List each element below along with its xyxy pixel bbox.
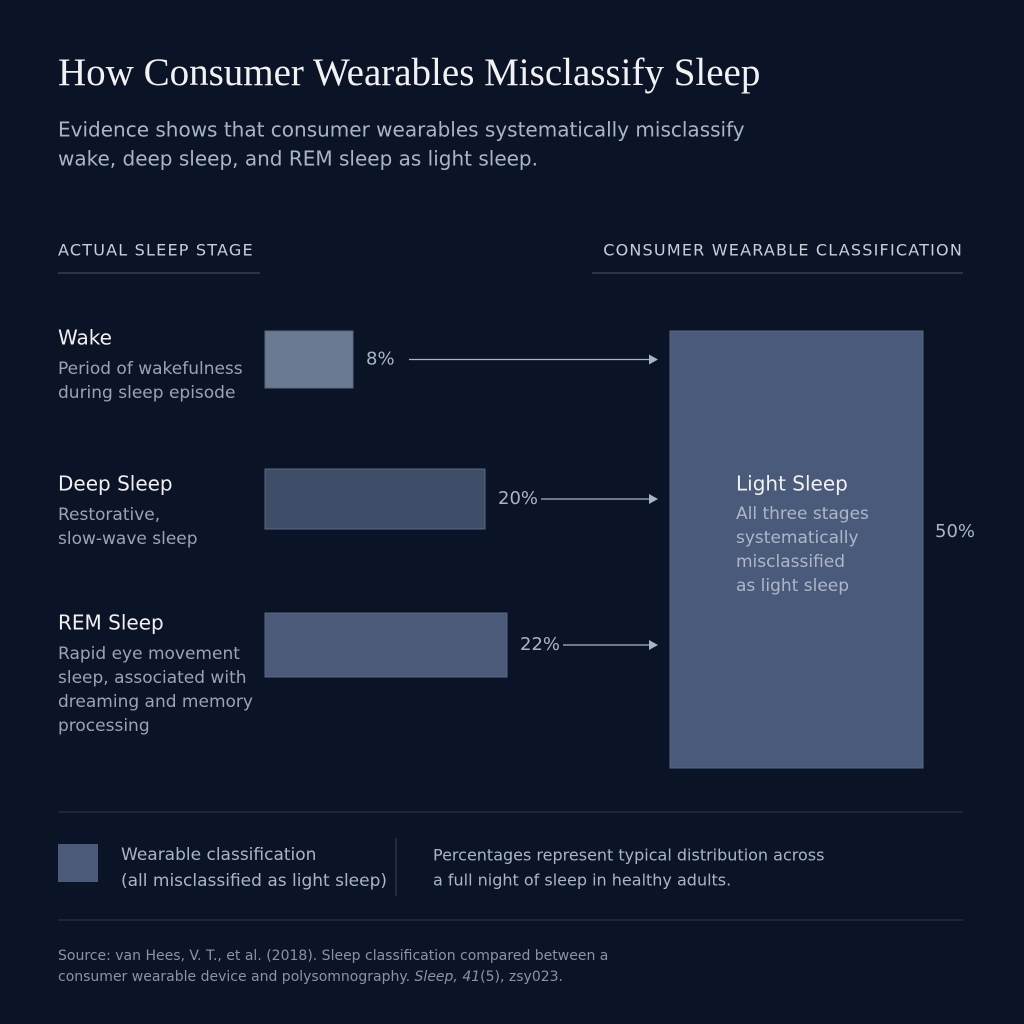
stage-bar (264, 468, 486, 530)
left-heading: ACTUAL SLEEP STAGE (58, 241, 254, 260)
target-box (669, 330, 924, 769)
legend-swatch (58, 844, 98, 882)
stage-description: processing (58, 716, 150, 736)
stage-description: sleep, associated with (58, 668, 247, 688)
target-description: All three stages (736, 504, 869, 524)
arrow-head (649, 494, 658, 504)
target-description: as light sleep (736, 576, 849, 596)
source: Source: van Hees, V. T., et al. (2018). … (58, 948, 608, 964)
source-volume: 41 (462, 969, 480, 985)
stage-name: Deep Sleep (58, 472, 173, 496)
right-heading: CONSUMER WEARABLE CLASSIFICATION (603, 241, 963, 260)
stage-description: during sleep episode (58, 383, 235, 403)
legend-text: (all misclassified as light sleep) (121, 871, 387, 891)
source: consumer wearable device and polysomnogr… (58, 969, 415, 985)
stage-value: 8% (366, 349, 395, 370)
stage-name: REM Sleep (58, 611, 164, 635)
target-value: 50% (935, 521, 975, 542)
note: Percentages represent typical distributi… (433, 846, 824, 865)
arrow-head (649, 354, 658, 365)
stage-description: slow-wave sleep (58, 529, 198, 549)
stage-value: 22% (520, 634, 560, 655)
source: consumer wearable device and polysomnogr… (58, 969, 563, 985)
title: How Consumer Wearables Misclassify Sleep (58, 51, 760, 94)
source: (5), zsy023. (480, 969, 563, 985)
stage-description: Rapid eye movement (58, 644, 240, 664)
target-name: Light Sleep (736, 472, 848, 496)
subtitle: Evidence shows that consumer wearables s… (58, 118, 745, 142)
stage-description: dreaming and memory (58, 692, 253, 712)
stage-description: Restorative, (58, 505, 160, 525)
stage-value: 20% (498, 488, 538, 509)
stage-name: Wake (58, 326, 112, 350)
target-description: systematically (736, 528, 859, 548)
stage-bar (264, 612, 508, 678)
arrow-head (649, 640, 658, 650)
note: a full night of sleep in healthy adults. (433, 871, 731, 890)
source-journal: Sleep, (415, 969, 463, 985)
legend-text: Wearable classification (121, 845, 316, 865)
target-description: misclassified (736, 552, 845, 572)
subtitle: wake, deep sleep, and REM sleep as light… (58, 147, 538, 171)
stage-bar (264, 330, 354, 389)
stage-description: Period of wakefulness (58, 359, 243, 379)
